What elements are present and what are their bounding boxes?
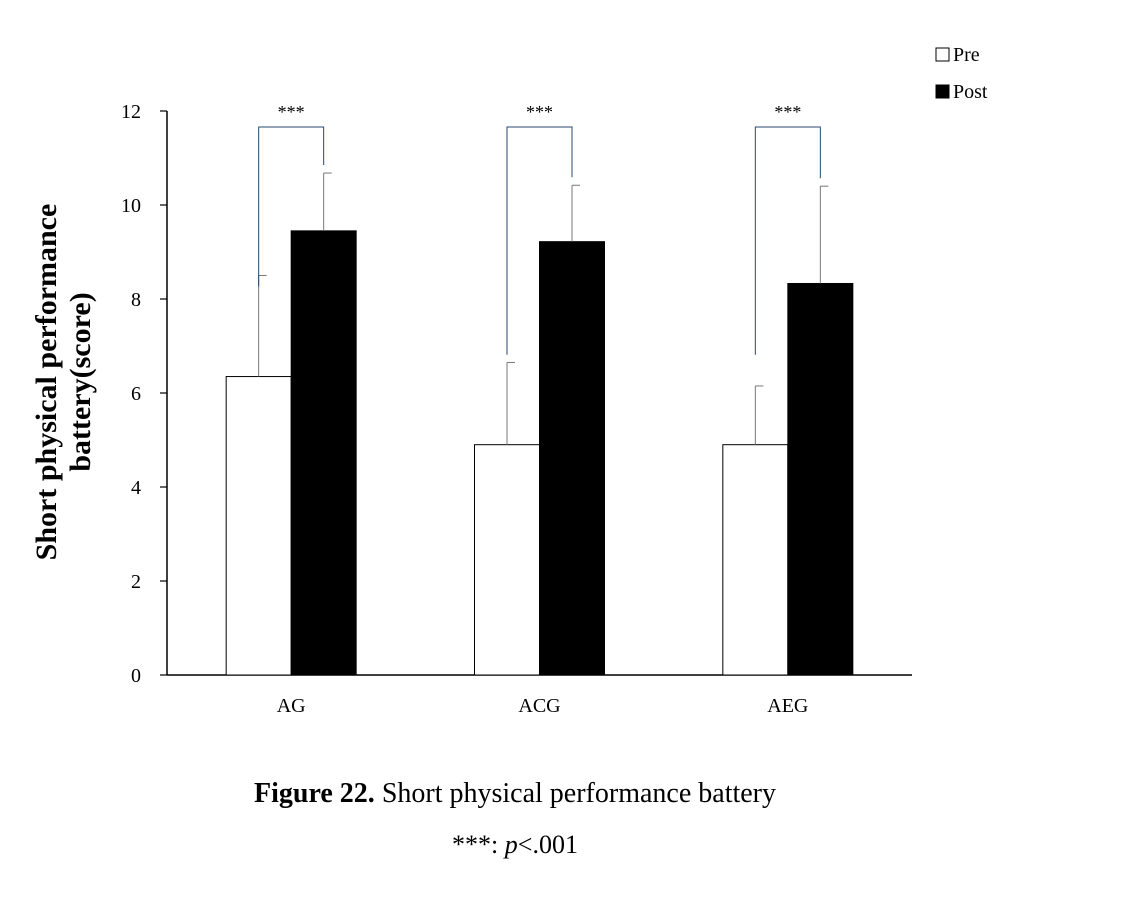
y-tick-label: 10 bbox=[121, 195, 141, 217]
significance-bracket bbox=[754, 126, 821, 355]
significance-marker: *** bbox=[526, 102, 553, 122]
x-tick-label: AEG bbox=[767, 695, 808, 717]
significance-marker: *** bbox=[278, 102, 305, 122]
bar-pre bbox=[722, 444, 789, 676]
significance-note-threshold: <.001 bbox=[517, 830, 578, 859]
legend-label-pre: Pre bbox=[953, 44, 980, 66]
bar-pre bbox=[474, 444, 540, 676]
significance-marker: *** bbox=[774, 102, 801, 122]
bar-chart: 0 2 4 6 8 10 12 Short physical performancebatte… bbox=[30, 44, 988, 717]
significance-bracket bbox=[258, 126, 325, 287]
significance-bracket bbox=[506, 126, 573, 355]
y-axis-label: Short physical performancebattery(score) bbox=[30, 204, 97, 561]
x-tick-label: AG bbox=[277, 695, 306, 717]
figure-label: Figure 22. bbox=[254, 778, 375, 809]
legend-swatch-post bbox=[935, 84, 950, 99]
bar-pre bbox=[225, 376, 292, 676]
bar-post bbox=[290, 230, 357, 676]
legend-label-post: Post bbox=[953, 81, 988, 103]
x-tick-label: ACG bbox=[518, 695, 560, 717]
y-tick-label: 12 bbox=[121, 101, 141, 123]
significance-note: ***: p<.001 bbox=[0, 830, 1030, 860]
bar-post bbox=[787, 282, 854, 676]
significance-note-p: p bbox=[504, 830, 518, 859]
figure-caption: Figure 22. Short physical performance ba… bbox=[0, 778, 1030, 810]
y-tick-label: 6 bbox=[131, 383, 141, 405]
y-tick-label: 8 bbox=[131, 289, 141, 311]
significance-note-stars: ***: bbox=[452, 830, 505, 859]
y-tick-label: 4 bbox=[131, 477, 141, 499]
y-tick-label: 0 bbox=[131, 665, 141, 687]
bar-post bbox=[539, 241, 605, 676]
legend-swatch-pre bbox=[935, 47, 950, 62]
figure-caption-text: Short physical performance battery bbox=[374, 778, 776, 809]
y-tick-label: 2 bbox=[131, 571, 141, 593]
